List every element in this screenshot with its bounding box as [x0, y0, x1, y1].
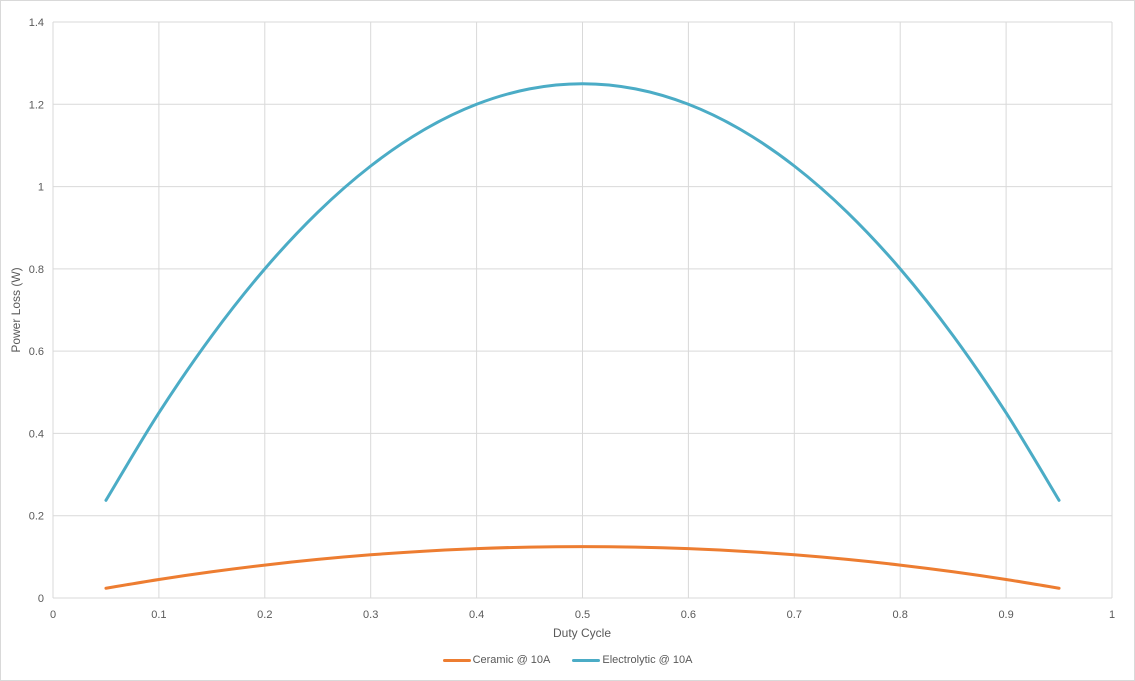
y-tick-label: 0 [38, 593, 44, 605]
series-line-0[interactable] [104, 545, 1061, 590]
x-axis-title: Duty Cycle [553, 626, 611, 640]
y-tick-label: 0.6 [29, 346, 44, 358]
y-tick-label: 0.4 [29, 428, 44, 440]
x-tick-label: 0.3 [363, 609, 378, 621]
legend-swatch-ceramic [442, 658, 471, 662]
legend-label: Ceramic @ 10A [472, 654, 551, 666]
x-tick-label: 0 [50, 609, 56, 621]
y-tick-label: 1 [38, 182, 44, 194]
x-tick-label: 0.5 [575, 609, 590, 621]
legend-item-ceramic[interactable]: Ceramic @ 10A [442, 654, 551, 666]
x-tick-label: 1 [1109, 609, 1115, 621]
series-line-1[interactable] [104, 82, 1061, 502]
y-tick-label: 0.2 [29, 511, 44, 523]
gridlines [52, 21, 1113, 599]
legend-item-electrolytic[interactable]: Electrolytic @ 10A [572, 654, 692, 666]
y-tick-label: 1.2 [29, 99, 44, 111]
x-tick-label: 0.4 [469, 609, 484, 621]
series-lines [104, 82, 1061, 590]
y-tick-label: 1.4 [29, 17, 44, 29]
legend-swatch-electrolytic [572, 658, 601, 662]
x-tick-label: 0.8 [893, 609, 908, 621]
x-tick-label: 0.1 [151, 609, 166, 621]
x-tick-label: 0.7 [787, 609, 802, 621]
x-tick-label: 0.6 [681, 609, 696, 621]
legend: Ceramic @ 10A Electrolytic @ 10A [0, 654, 1135, 666]
y-tick-label: 0.8 [29, 264, 44, 276]
y-axis-ticks: 0 0.2 0.4 0.6 0.8 1 1.2 1.4 [29, 17, 44, 605]
x-tick-label: 0.9 [998, 609, 1013, 621]
legend-label: Electrolytic @ 10A [602, 654, 693, 666]
x-tick-label: 0.2 [257, 609, 272, 621]
x-axis-ticks: 0 0.1 0.2 0.3 0.4 0.5 0.6 0.7 0.8 0.9 1 [50, 609, 1115, 621]
y-axis-title: Power Loss (W) [9, 267, 23, 352]
